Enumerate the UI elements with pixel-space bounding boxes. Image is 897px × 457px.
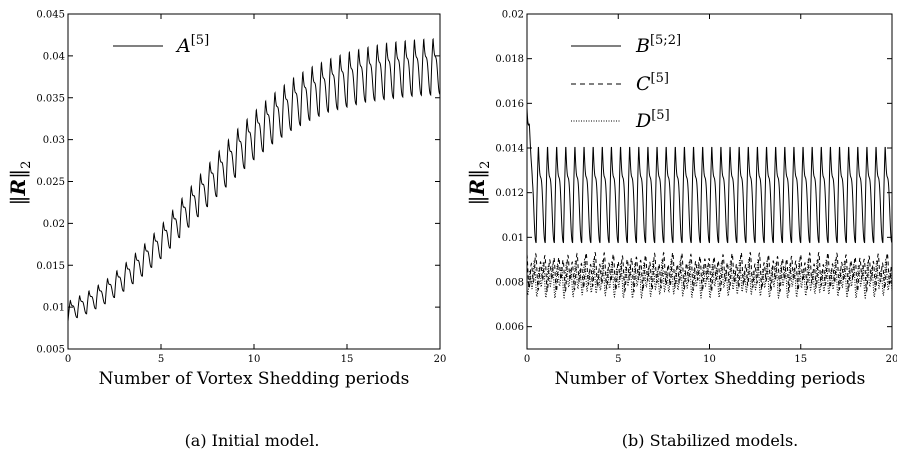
y-axis-label-a: ‖R‖2: [6, 161, 34, 206]
legend-b-label-B: B[5;2]: [635, 33, 681, 57]
legend-b-label-D-sup: [5]: [651, 108, 669, 123]
y-tick-label-b-6: 0.018: [495, 54, 524, 65]
y-axis-b: 0.006 0.008 0.01 0.012 0.014 0.016 0.018 0.02: [495, 10, 892, 333]
legend-b: B[5;2] C[5] D[5]: [571, 33, 681, 132]
x-axis-label-a: Number of Vortex Shedding periods: [99, 369, 410, 389]
x-tick-label-a-0: 0: [65, 354, 71, 365]
y-tick-label-a-3: 0.02: [43, 219, 65, 230]
y-tick-label-b-5: 0.016: [495, 99, 524, 110]
legend-a-label-A-base: A: [175, 35, 191, 57]
caption-a: (a) Initial model.: [185, 431, 320, 450]
y-tick-label-b-1: 0.008: [495, 278, 524, 289]
legend-a-label-A-sup: [5]: [191, 33, 209, 48]
y-tick-label-b-4: 0.014: [495, 144, 524, 155]
series-line-b-1: [526, 251, 893, 293]
x-tick-label-a-4: 20: [434, 354, 447, 365]
legend-b-label-C-sup: [5]: [651, 71, 669, 86]
series-group-b: [526, 107, 893, 300]
y-tick-label-a-2: 0.015: [36, 261, 65, 272]
y-axis-label-b-sub: 2: [478, 161, 493, 169]
y-tick-label-a-7: 0.04: [43, 51, 65, 62]
x-tick-label-b-1: 5: [615, 354, 621, 365]
y-axis-a: 0.005 0.01 0.015 0.02 0.025 0.03 0.035 0.04 0.04…: [36, 10, 440, 356]
y-tick-label-a-1: 0.01: [43, 303, 65, 314]
y-axis-label-a-symbol: R: [6, 179, 30, 197]
caption-b: (b) Stabilized models.: [622, 431, 799, 450]
x-axis-label-b: Number of Vortex Shedding periods: [555, 369, 866, 389]
x-tick-label-b-3: 15: [794, 354, 807, 365]
y-tick-label-b-0: 0.006: [495, 322, 524, 333]
x-tick-label-a-2: 10: [248, 354, 261, 365]
y-tick-label-b-2: 0.01: [502, 233, 524, 244]
y-tick-label-a-5: 0.03: [43, 135, 65, 146]
chart-panel-b: 0.006 0.008 0.01 0.012 0.014 0.016 0.018 0.02 0…: [465, 10, 897, 451]
y-axis-label-a-sub: 2: [19, 161, 34, 169]
legend-a: A[5]: [113, 33, 209, 57]
legend-b-label-B-sup: [5;2]: [650, 33, 681, 48]
x-tick-label-b-4: 20: [886, 354, 897, 365]
x-tick-label-a-3: 15: [341, 354, 354, 365]
series-line-b-2: [526, 257, 893, 300]
y-axis-label-b-norm: ‖: [465, 195, 490, 205]
y-tick-label-a-0: 0.005: [36, 345, 65, 356]
plot-area-a: [67, 13, 441, 350]
series-group-a: [67, 37, 441, 322]
plot-area-b: [526, 13, 893, 350]
legend-b-label-B-base: B: [635, 35, 650, 57]
y-axis-label-b-symbol: R: [465, 179, 489, 197]
x-axis-a: 0 5 10 15 20: [65, 14, 447, 365]
y-tick-label-a-8: 0.045: [36, 10, 65, 21]
series-line-b-0: [526, 107, 893, 244]
legend-b-label-C-base: C: [636, 73, 651, 95]
y-tick-label-b-3: 0.012: [495, 188, 524, 199]
svg-text:‖R‖2: ‖R‖2: [6, 161, 34, 206]
x-axis-b: 0 5 10 15 20: [524, 14, 897, 365]
series-line-a-0: [67, 37, 441, 322]
y-axis-label-b: ‖R‖2: [465, 161, 493, 206]
y-axis-label-a-norm: ‖: [6, 195, 31, 205]
legend-a-label-A: A[5]: [175, 33, 209, 57]
chart-panel-a: 0.005 0.01 0.015 0.02 0.025 0.03 0.035 0.04 0.04…: [6, 10, 446, 451]
svg-text:‖R‖2: ‖R‖2: [465, 161, 493, 206]
x-tick-label-b-2: 10: [703, 354, 716, 365]
legend-b-label-D-base: D: [635, 110, 651, 132]
x-tick-label-a-1: 5: [158, 354, 164, 365]
y-tick-label-a-6: 0.035: [36, 93, 65, 104]
y-tick-label-b-7: 0.02: [502, 10, 524, 21]
y-axis-label-a-norm-close: ‖: [6, 169, 31, 179]
legend-b-label-D: D[5]: [635, 108, 670, 132]
legend-b-label-C: C[5]: [636, 71, 669, 95]
x-tick-label-b-0: 0: [524, 354, 530, 365]
y-axis-label-b-norm-close: ‖: [465, 169, 490, 179]
y-tick-label-a-4: 0.025: [36, 177, 65, 188]
